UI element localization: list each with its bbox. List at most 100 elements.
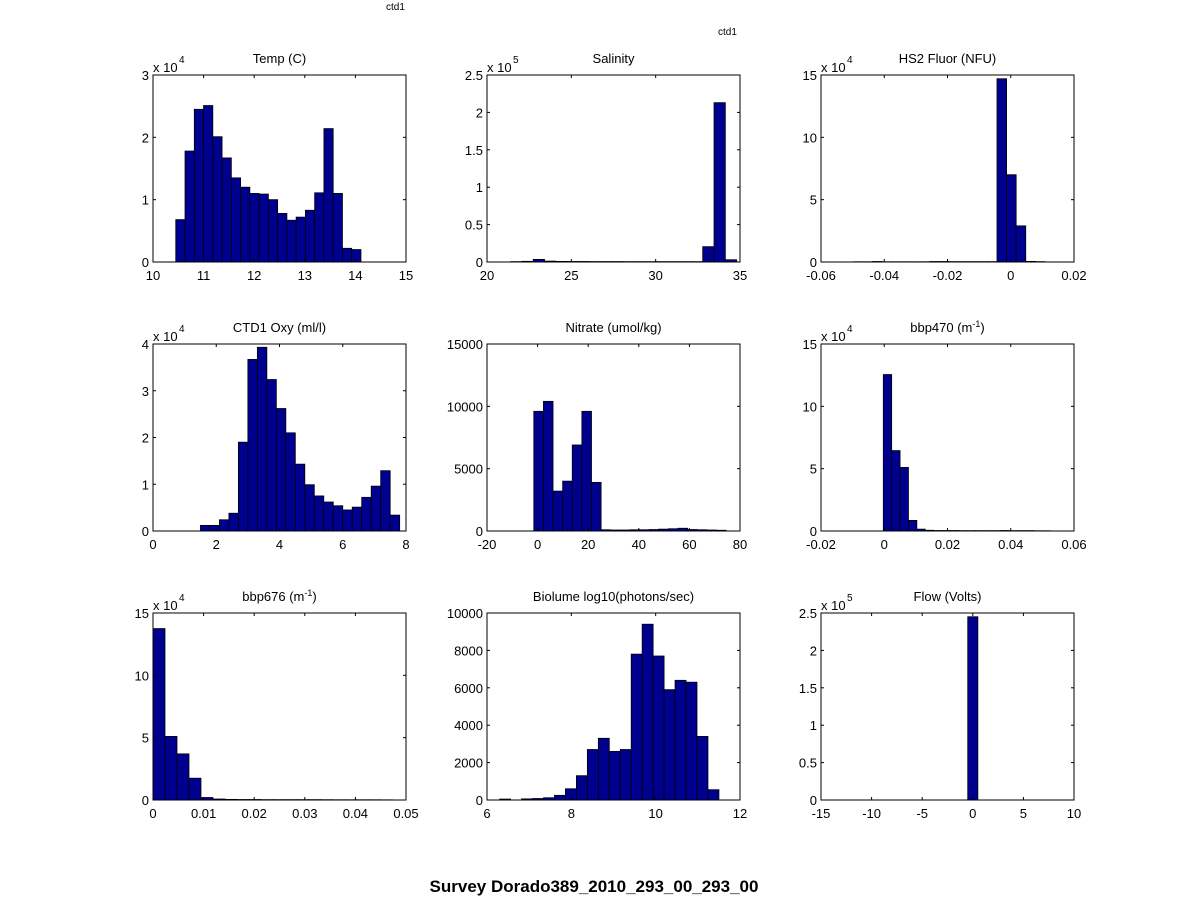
x-tick-label: -0.02 <box>933 268 963 283</box>
y-tick-label: 2.5 <box>799 606 817 621</box>
x-tick-label: 0.06 <box>1061 537 1086 552</box>
y-tick-label: 10000 <box>447 606 483 621</box>
histogram-bar <box>305 209 316 263</box>
x-tick-label: 35 <box>733 268 747 283</box>
histogram-bar <box>619 749 632 801</box>
y-tick-label: 1.5 <box>799 681 817 696</box>
figure-suptitle: Survey Dorado389_2010_293_00_293_00 <box>430 877 759 896</box>
x-tick-label: 6 <box>483 806 490 821</box>
histogram-bar <box>332 505 344 532</box>
y-tick-label: 0 <box>142 524 149 539</box>
y-tick-label: 5000 <box>454 462 483 477</box>
histogram-bar <box>200 797 214 801</box>
x-tick-label: 12 <box>247 268 261 283</box>
corner-label-ctd1: ctd1 <box>718 27 737 38</box>
y-tick-label: 2 <box>142 130 149 145</box>
panel-title-text: HS2 Fluor (NFU) <box>899 51 997 66</box>
histogram-bar <box>323 501 334 532</box>
histogram-bar <box>696 736 709 801</box>
histogram-bar <box>554 794 566 801</box>
x-tick-label: 2 <box>213 537 220 552</box>
histogram-bar <box>237 441 249 532</box>
x-tick-label: 15 <box>399 268 413 283</box>
y-tick-label: 3 <box>142 384 149 399</box>
y-tick-label: 10 <box>135 668 149 683</box>
x-tick-label: 0 <box>969 806 976 821</box>
y-scale-exponent: 4 <box>179 55 185 66</box>
panel-title: Nitrate (umol/kg) <box>565 320 661 335</box>
histogram-bar <box>674 679 687 801</box>
x-tick-label: 60 <box>682 537 696 552</box>
histogram-bar <box>882 374 893 532</box>
y-tick-label: 0 <box>810 255 817 270</box>
y-tick-label: 4 <box>142 337 149 352</box>
histogram-bar <box>641 623 654 801</box>
axes-box <box>820 74 1075 263</box>
panel-title-text: Biolume log10(photons/sec) <box>533 589 694 604</box>
y-tick-label: 15000 <box>447 337 483 352</box>
histogram-bar <box>294 463 306 532</box>
panel-title: Biolume log10(photons/sec) <box>533 589 694 604</box>
histogram-bar <box>924 529 934 532</box>
histogram-bar <box>578 261 591 263</box>
panel-title-text: bbp470 (m <box>910 320 972 335</box>
histogram-panel: -15 -10 -5 0 5 1000.511.522.5x 10 5 Flow (Volts… <box>799 589 1081 821</box>
histogram-bar <box>566 261 579 263</box>
x-tick-label: 11 <box>197 268 211 283</box>
y-tick-label: 15 <box>803 68 817 83</box>
y-scale-exponent: 5 <box>513 55 519 66</box>
panel-title-text: bbp676 (m <box>242 589 304 604</box>
histogram-bar <box>571 444 583 532</box>
histogram-bar <box>1006 174 1017 263</box>
x-tick-label: 12 <box>733 806 747 821</box>
histogram-bar <box>256 346 268 532</box>
x-tick-label: 0 <box>881 537 888 552</box>
axes-box <box>820 612 1075 801</box>
x-tick-label: 0.05 <box>393 806 418 821</box>
histogram-bar <box>597 737 610 801</box>
x-tick-label: 0.02 <box>242 806 267 821</box>
histogram-bar <box>212 798 226 801</box>
x-tick-label: 20 <box>581 537 595 552</box>
histogram-bar <box>342 247 353 263</box>
histogram-panel: 20 25 30 35 0 0.5 1 1.5 2 2.5 x 10 5 Salinity <box>465 51 747 283</box>
histogram-bar <box>702 246 715 263</box>
panel-title: CTD1 Oxy (ml/l) <box>233 320 326 335</box>
x-tick-label: 0 <box>1007 268 1014 283</box>
axes-box <box>486 74 741 263</box>
histogram-bar <box>304 484 315 532</box>
x-tick-label: 6 <box>339 537 346 552</box>
histogram-bar <box>521 798 533 801</box>
panel-title-superscript: -1 <box>972 319 980 329</box>
x-tick-label: 0.04 <box>343 806 368 821</box>
histogram-bar <box>581 410 592 532</box>
y-tick-label: 8000 <box>454 643 483 658</box>
histogram-bar <box>639 529 650 532</box>
y-tick-label: 1 <box>810 718 817 733</box>
histogram-bar <box>552 490 564 532</box>
histogram-bar <box>224 798 238 801</box>
corner-label-ctd1-top: ctd1 <box>386 2 405 13</box>
y-tick-label: 2 <box>810 643 817 658</box>
panel-title: bbp470 (m-1) <box>910 319 985 335</box>
x-tick-label: 0 <box>534 537 541 552</box>
histogram-panel: 6 8 10 12 0 2000 4000 6000 8000 10000 Biolume log1… <box>447 589 747 821</box>
y-tick-label: 2.5 <box>465 68 483 83</box>
histogram-bar <box>247 359 258 532</box>
histogram-panel: -0.06 -0.04 -0.02 0 0.02 0 5 10 15 x 10 4 HS2 Fluor… <box>803 51 1087 283</box>
histogram-bar <box>724 259 738 263</box>
x-tick-label: 40 <box>632 537 646 552</box>
histogram-bar <box>899 467 909 532</box>
x-tick-label: 10 <box>146 268 160 283</box>
y-tick-label: 4000 <box>454 718 483 733</box>
x-tick-label: 25 <box>564 268 578 283</box>
y-tick-label: 15 <box>135 606 149 621</box>
y-scale-multiplier: x 10 <box>153 329 178 344</box>
histogram-bar <box>370 485 382 532</box>
histogram-bar <box>916 528 926 532</box>
y-tick-label: 2000 <box>454 756 483 771</box>
x-tick-label: 0.03 <box>292 806 317 821</box>
histogram-bar <box>152 628 166 801</box>
histogram-bar <box>285 432 296 532</box>
x-tick-label: 5 <box>1020 806 1027 821</box>
